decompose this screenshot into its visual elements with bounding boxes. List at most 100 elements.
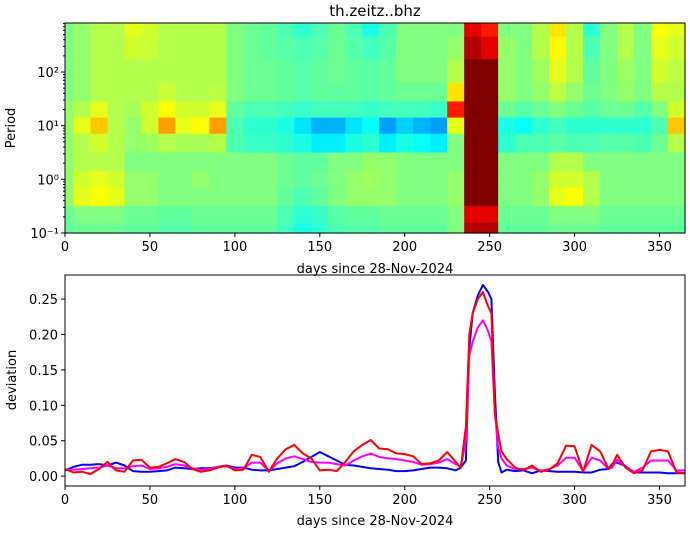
heatmap-cell	[668, 171, 686, 189]
series-line-0	[64, 283, 685, 475]
heatmap-cell	[651, 222, 669, 234]
heatmap-cell	[464, 101, 482, 119]
heatmap-cell	[141, 133, 160, 154]
heatmap-cell	[158, 206, 177, 224]
heatmap-cell	[277, 23, 295, 38]
heatmap-cell	[549, 187, 567, 207]
heatmap-cell	[158, 152, 177, 172]
heatmap-cell	[243, 59, 261, 84]
heatmap-cell	[515, 206, 533, 224]
heatmap-cell	[413, 23, 431, 38]
heatmap-cell	[413, 152, 431, 172]
heatmap-cell	[583, 59, 601, 84]
heatmap-cell	[668, 133, 686, 154]
heatmap-cell	[617, 101, 635, 119]
heatmap-cell	[175, 152, 193, 172]
heatmap-cell	[73, 152, 92, 172]
heatmap-cell	[430, 101, 448, 119]
heatmap-cell	[65, 36, 75, 60]
heatmap-cell	[379, 117, 397, 135]
heatmap-cell	[294, 59, 312, 84]
heatmap-cell	[294, 187, 312, 207]
heatmap-cell	[362, 117, 380, 135]
heatmap-cell	[549, 171, 567, 189]
heatmap-cell	[668, 222, 686, 234]
heatmap-cell	[583, 152, 601, 172]
heatmap-cell	[651, 187, 669, 207]
heatmap-cell	[175, 36, 193, 60]
heatmap-cell	[566, 101, 584, 119]
heatmap-cell	[668, 206, 686, 224]
heatmap-cell	[549, 133, 567, 154]
heatmap-cell	[260, 36, 278, 60]
heatmap-cell	[617, 23, 635, 38]
x-tick-label: 50	[142, 240, 159, 255]
heatmap-cell	[481, 206, 499, 224]
x-tick-label: 150	[307, 493, 332, 508]
heatmap-cell	[226, 101, 244, 119]
heatmap-cell	[107, 36, 126, 60]
heatmap-cell	[243, 36, 261, 60]
heatmap-cell	[430, 152, 448, 172]
heatmap-cell	[617, 171, 635, 189]
heatmap-cell	[209, 101, 227, 119]
heatmap-cell	[311, 23, 329, 38]
heatmap-cell	[260, 187, 278, 207]
heatmap-cell	[175, 117, 193, 135]
top-x-axis-label: days since 28-Nov-2024	[297, 262, 454, 277]
heatmap-cell	[566, 59, 584, 84]
heatmap-cell	[532, 206, 550, 224]
deviation-axes: 0 50 100 150 200 250 300 350 0.00 0.05 0.10 0.15 0.2…	[29, 274, 686, 508]
heatmap-cell	[124, 187, 143, 207]
heatmap-cell	[651, 133, 669, 154]
heatmap-cell	[396, 133, 414, 154]
heatmap-cell	[379, 222, 397, 234]
heatmap-cell	[498, 222, 516, 234]
heatmap-cell	[90, 59, 109, 84]
heatmap-cell	[141, 187, 160, 207]
heatmap-cell	[73, 171, 92, 189]
heatmap-cell	[464, 171, 482, 189]
heatmap-cell	[158, 133, 177, 154]
heatmap-cell	[65, 171, 75, 189]
heatmap-cell	[481, 222, 499, 234]
heatmap-cell	[277, 171, 295, 189]
heatmap-cell	[65, 23, 75, 38]
heatmap-cell	[107, 59, 126, 84]
heatmap-cell	[65, 187, 75, 207]
spectrogram-axes: 0 50 100 150 200 250 300 350 10⁻¹ 10⁰ 10¹ 10²	[30, 22, 686, 255]
heatmap-cell	[600, 82, 618, 103]
heatmap-cell	[175, 23, 193, 38]
heatmap-cell	[617, 187, 635, 207]
y-tick-label: 10⁰	[37, 173, 59, 188]
heatmap-cell	[107, 222, 126, 234]
heatmap-cell	[192, 133, 210, 154]
heatmap-cell	[260, 101, 278, 119]
heatmap-cell	[498, 82, 516, 103]
heatmap-cell	[124, 82, 143, 103]
heatmap-cell	[226, 206, 244, 224]
heatmap-cell	[447, 23, 465, 38]
heatmap-cell	[209, 59, 227, 84]
heatmap-cell	[90, 36, 109, 60]
heatmap-cell	[175, 171, 193, 189]
heatmap-cell	[90, 171, 109, 189]
heatmap-cell	[277, 152, 295, 172]
heatmap-cell	[260, 133, 278, 154]
heatmap-cell	[73, 23, 92, 38]
heatmap-cell	[532, 187, 550, 207]
heatmap-cell	[277, 36, 295, 60]
heatmap-cell	[617, 117, 635, 135]
heatmap-cell	[379, 101, 397, 119]
heatmap-cell	[379, 171, 397, 189]
heatmap-cell	[430, 187, 448, 207]
heatmap-cell	[600, 23, 618, 38]
heatmap-cell	[413, 36, 431, 60]
heatmap-cell	[141, 206, 160, 224]
heatmap-cell	[226, 222, 244, 234]
heatmap-cell	[73, 206, 92, 224]
heatmap-cell	[175, 187, 193, 207]
heatmap-cell	[277, 117, 295, 135]
heatmap-cell	[549, 82, 567, 103]
heatmap-cell	[158, 117, 177, 135]
